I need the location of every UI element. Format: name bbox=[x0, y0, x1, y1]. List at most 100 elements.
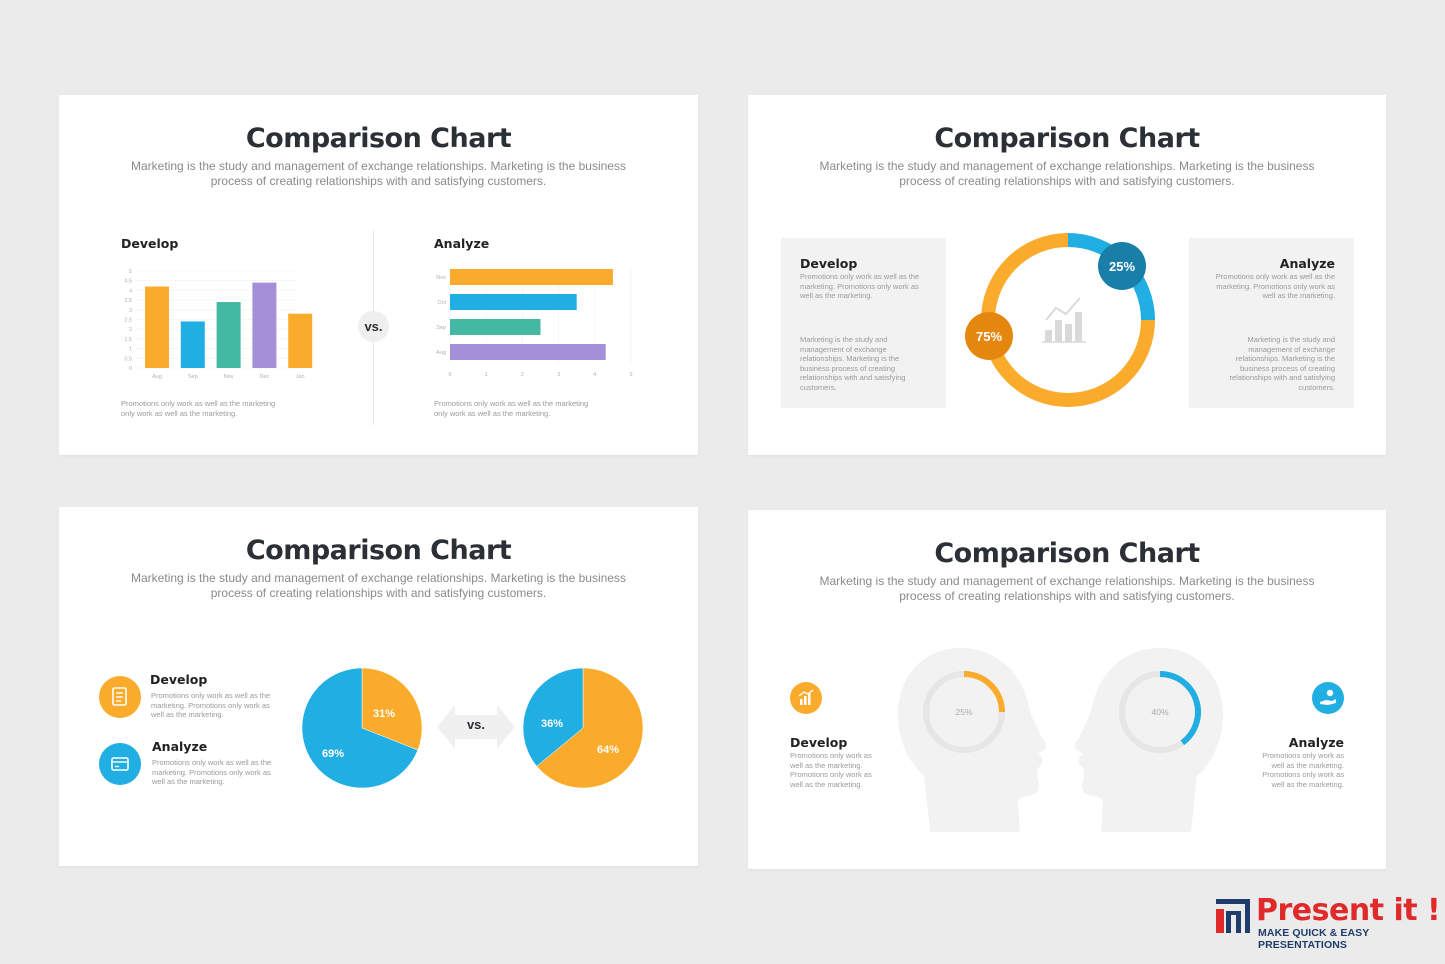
percent-label: 75% bbox=[976, 329, 1002, 344]
bar bbox=[450, 319, 541, 335]
analyze-heading: Analyze bbox=[1288, 735, 1344, 750]
percent-badge bbox=[965, 312, 1013, 360]
develop-heading: Develop bbox=[150, 672, 208, 687]
ring-progress bbox=[963, 671, 1005, 713]
analyze-pie-chart: 64% 36% bbox=[522, 667, 644, 789]
percent-label: 25% bbox=[1109, 259, 1135, 274]
slide-description: Marketing is the study and management of… bbox=[819, 574, 1315, 603]
develop-heading: Develop bbox=[121, 236, 179, 251]
icon-bar bbox=[1065, 324, 1072, 342]
pie-slice bbox=[361, 667, 423, 751]
head-silhouette-right bbox=[1074, 648, 1223, 832]
slide-title: Comparison Chart bbox=[934, 123, 1200, 154]
icon-bar bbox=[1075, 312, 1082, 342]
slide-title: Comparison Chart bbox=[245, 123, 512, 154]
analyze-text: Promotions only work as well as the mark… bbox=[1262, 751, 1344, 789]
analyze-text: Promotions only work as well as the mark… bbox=[152, 758, 272, 786]
ring-label: 40% bbox=[1151, 707, 1168, 717]
y-tick-label: 2.5 bbox=[124, 318, 132, 324]
develop-heading: Develop bbox=[800, 256, 858, 271]
y-tick-label: 0.5 bbox=[124, 356, 132, 362]
head-silhouette-left bbox=[898, 648, 1047, 832]
y-tick-label: 5 bbox=[129, 269, 132, 275]
analyze-heading: Analyze bbox=[1279, 256, 1335, 271]
y-tick-label: 4.5 bbox=[124, 279, 132, 285]
growth-chart-icon bbox=[1042, 297, 1086, 343]
develop-text: Promotions only work as well as the mark… bbox=[800, 272, 920, 300]
brand-tagline: MAKE QUICK & EASY PRESENTATIONS bbox=[1258, 927, 1370, 951]
ring-label: 25% bbox=[955, 707, 972, 717]
develop-pie-chart: 31% 69% bbox=[301, 667, 423, 789]
icon-bar bbox=[1045, 330, 1052, 342]
x-tick-label: 5 bbox=[629, 372, 632, 378]
y-tick-label: Aug bbox=[436, 350, 446, 356]
x-tick-label: 2 bbox=[521, 372, 524, 378]
card-icon bbox=[99, 743, 141, 785]
slide-pie-comparison: Comparison Chart Marketing is the study … bbox=[59, 507, 698, 866]
bar bbox=[180, 321, 205, 368]
bar bbox=[450, 294, 577, 310]
x-tick-label: Sep bbox=[188, 374, 198, 380]
vs-double-arrow bbox=[437, 705, 515, 749]
x-tick-label: 4 bbox=[593, 372, 596, 378]
develop-note: Promotions only work as well as the mark… bbox=[121, 399, 276, 418]
bar-chart-icon bbox=[790, 682, 822, 714]
x-tick-label: Aug bbox=[152, 374, 162, 380]
develop-text: Promotions only work as well as the mark… bbox=[151, 691, 271, 719]
y-tick-label: 2 bbox=[129, 327, 132, 333]
pie-slice bbox=[536, 667, 644, 789]
slide-head-comparison: Comparison Chart Marketing is the study … bbox=[748, 510, 1386, 869]
pie-label: 64% bbox=[597, 744, 619, 756]
analyze-text-2: Marketing is the study and management of… bbox=[1229, 335, 1335, 392]
slide-bar-comparison: Comparison Chart Marketing is the study … bbox=[59, 95, 698, 455]
develop-bar-chart: 0 0.5 1 1.5 2 2.5 3 3.5 4 4.5 5 Aug Sep Nov Dec Jan bbox=[124, 269, 313, 380]
slide-description: Marketing is the study and management of… bbox=[131, 571, 626, 600]
bar bbox=[450, 344, 606, 360]
icon-trend-line bbox=[1045, 297, 1081, 321]
pie-label: 36% bbox=[541, 718, 563, 730]
x-tick-label: Jan bbox=[296, 374, 305, 380]
develop-progress-ring: 25% bbox=[923, 671, 1005, 753]
bar bbox=[450, 269, 613, 285]
develop-heading: Develop bbox=[790, 735, 848, 750]
ring-progress bbox=[1159, 671, 1201, 746]
analyze-horizontal-bar-chart: 0 1 2 3 4 5 Nov Oct Sep Aug bbox=[436, 269, 633, 378]
y-tick-label: 1 bbox=[129, 347, 132, 353]
x-tick-label: 1 bbox=[485, 372, 488, 378]
pie-label: 31% bbox=[373, 708, 395, 720]
percent-badge bbox=[1098, 242, 1146, 290]
y-tick-label: 1.5 bbox=[124, 337, 132, 343]
y-tick-label: 0 bbox=[129, 366, 132, 372]
slide-description: Marketing is the study and management of… bbox=[131, 159, 626, 188]
vs-label: vs. bbox=[466, 717, 486, 732]
y-tick-label: 4 bbox=[129, 288, 132, 294]
donut-segment bbox=[981, 233, 1155, 407]
develop-text-2: Marketing is the study and management of… bbox=[800, 335, 906, 392]
analyze-heading: Analyze bbox=[434, 236, 490, 251]
bar bbox=[216, 302, 241, 368]
document-icon bbox=[99, 676, 141, 718]
icon-bar bbox=[1055, 320, 1062, 342]
slide-title: Comparison Chart bbox=[245, 535, 512, 566]
bar bbox=[252, 282, 277, 368]
pie-label: 69% bbox=[322, 748, 344, 760]
x-tick-label: 3 bbox=[557, 372, 560, 378]
analyze-note: Promotions only work as well as the mark… bbox=[434, 399, 589, 418]
slide-description: Marketing is the study and management of… bbox=[819, 159, 1315, 188]
x-tick-label: Nov bbox=[224, 374, 234, 380]
y-tick-label: 3 bbox=[129, 308, 132, 314]
y-tick-label: Sep bbox=[436, 325, 446, 331]
pie-slice bbox=[522, 667, 584, 767]
analyze-text: Promotions only work as well as the mark… bbox=[1215, 272, 1335, 300]
y-tick-label: Nov bbox=[436, 275, 446, 281]
develop-text: Promotions only work as well as the mark… bbox=[790, 751, 872, 789]
hand-coin-icon bbox=[1312, 682, 1344, 714]
pie-slice bbox=[301, 667, 419, 789]
slide-donut-comparison: Comparison Chart Marketing is the study … bbox=[748, 95, 1386, 455]
x-tick-label: Dec bbox=[260, 374, 270, 380]
bar bbox=[288, 313, 313, 368]
brand-logo-icon bbox=[1216, 899, 1250, 933]
analyze-progress-ring: 40% bbox=[1119, 671, 1201, 753]
y-tick-label: Oct bbox=[437, 300, 446, 306]
x-tick-label: 0 bbox=[448, 372, 451, 378]
